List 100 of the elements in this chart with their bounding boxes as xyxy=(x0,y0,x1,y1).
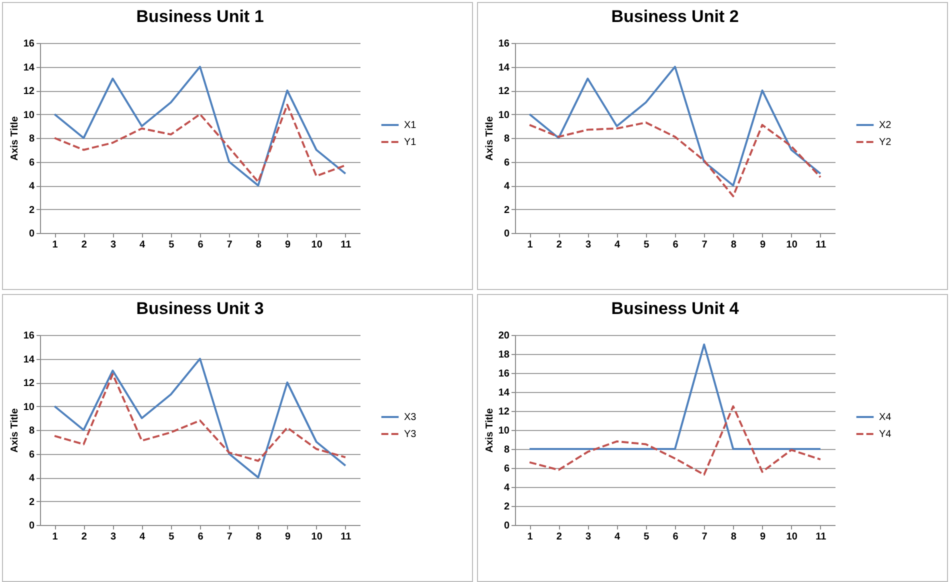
x-tick-label: 4 xyxy=(140,532,146,542)
x-tick-label: 10 xyxy=(786,240,798,250)
x-tick-label: 8 xyxy=(256,240,262,250)
y-tick-label: 10 xyxy=(498,110,510,121)
x-tick-label: 9 xyxy=(284,532,291,542)
x-tick-label: 8 xyxy=(730,240,737,250)
x-tick-label: 7 xyxy=(226,532,233,542)
x-tick-label: 8 xyxy=(730,532,737,542)
x-tick-label: 5 xyxy=(168,240,175,250)
x-tick-label: 1 xyxy=(527,240,534,250)
legend-label: X2 xyxy=(879,120,892,131)
x-tick-label: 7 xyxy=(702,532,708,542)
legend-label: Y2 xyxy=(879,137,892,148)
y-tick-label: 2 xyxy=(28,496,35,508)
x-tick-label: 1 xyxy=(527,532,534,542)
y-tick-label: 10 xyxy=(498,426,510,436)
x-tick-label: 2 xyxy=(556,532,562,542)
legend-label: Y3 xyxy=(404,429,417,440)
legend-label: X4 xyxy=(879,412,892,423)
line-series xyxy=(54,358,346,478)
x-tick-label: 2 xyxy=(81,532,88,542)
x-tick-label: 3 xyxy=(110,240,116,250)
y-tick-label: 6 xyxy=(504,464,510,474)
x-tick-label: 11 xyxy=(340,240,352,250)
line-series xyxy=(528,405,822,476)
line-series xyxy=(54,373,346,462)
y-tick-label: 8 xyxy=(504,444,510,456)
y-tick-label: 6 xyxy=(28,157,35,168)
y-tick-label: 12 xyxy=(498,86,510,97)
y-tick-label: 14 xyxy=(498,62,510,74)
x-tick-label: 11 xyxy=(340,532,352,542)
legend-label: X3 xyxy=(404,412,417,423)
y-tick-label: 16 xyxy=(498,38,510,50)
x-tick-label: 3 xyxy=(585,532,592,542)
y-tick-label: 8 xyxy=(28,426,35,436)
y-tick-label: 8 xyxy=(28,134,35,144)
y-tick-label: 18 xyxy=(498,350,510,360)
y-tick-label: 4 xyxy=(504,482,510,494)
y-tick-label: 12 xyxy=(498,406,510,418)
y-tick-label: 10 xyxy=(23,402,35,413)
line-series xyxy=(54,104,346,183)
y-tick-label: 14 xyxy=(23,62,35,74)
x-tick-label: 4 xyxy=(614,532,621,542)
x-tick-label: 8 xyxy=(256,532,262,542)
y-tick-label: 0 xyxy=(28,228,35,240)
x-tick-label: 9 xyxy=(284,240,291,250)
y-tick-label: 0 xyxy=(28,520,35,532)
x-tick-label: 3 xyxy=(110,532,116,542)
line-series xyxy=(528,122,822,198)
x-tick-label: 9 xyxy=(760,532,766,542)
x-tick-label: 7 xyxy=(702,240,708,250)
chart-title: Business Unit 2 xyxy=(611,7,739,26)
y-tick-label: 8 xyxy=(504,134,510,144)
x-tick-label: 6 xyxy=(198,240,204,250)
chart-title: Business Unit 3 xyxy=(136,299,264,318)
x-tick-label: 2 xyxy=(556,240,562,250)
x-tick-label: 4 xyxy=(140,240,146,250)
chart-title: Business Unit 1 xyxy=(136,7,264,26)
x-tick-label: 5 xyxy=(644,532,650,542)
line-series xyxy=(528,66,822,186)
line-series xyxy=(54,66,346,186)
x-tick-label: 1 xyxy=(52,532,58,542)
y-tick-label: 4 xyxy=(28,473,35,484)
x-tick-label: 3 xyxy=(585,240,592,250)
legend-label: X1 xyxy=(404,120,417,131)
y-tick-label: 12 xyxy=(23,86,35,97)
y-tick-label: 6 xyxy=(504,157,510,168)
x-tick-label: 5 xyxy=(644,240,650,250)
y-tick-label: 10 xyxy=(23,110,35,121)
x-tick-label: 10 xyxy=(786,532,798,542)
x-tick-label: 6 xyxy=(672,240,679,250)
x-tick-label: 10 xyxy=(311,532,323,542)
y-tick-label: 4 xyxy=(28,181,35,192)
x-tick-label: 7 xyxy=(226,240,233,250)
x-tick-label: 1 xyxy=(52,240,58,250)
x-tick-label: 11 xyxy=(816,532,827,542)
y-axis-title: Axis Title xyxy=(9,408,20,453)
chart-title: Business Unit 4 xyxy=(611,299,740,318)
x-tick-label: 10 xyxy=(311,240,323,250)
x-tick-label: 6 xyxy=(198,532,204,542)
y-tick-label: 4 xyxy=(504,181,510,192)
x-tick-label: 4 xyxy=(614,240,621,250)
y-tick-label: 20 xyxy=(498,330,510,342)
x-tick-label: 5 xyxy=(168,532,175,542)
y-tick-label: 6 xyxy=(28,449,35,460)
y-tick-label: 2 xyxy=(504,204,510,216)
x-tick-label: 11 xyxy=(816,240,827,250)
y-axis-title: Axis Title xyxy=(484,116,496,161)
x-tick-label: 9 xyxy=(760,240,766,250)
y-tick-label: 14 xyxy=(23,354,35,366)
y-tick-label: 2 xyxy=(28,204,35,216)
y-axis-title: Axis Title xyxy=(9,116,20,161)
legend-label: Y4 xyxy=(879,429,892,440)
y-tick-label: 0 xyxy=(504,228,510,240)
y-tick-label: 16 xyxy=(23,330,35,342)
y-tick-label: 16 xyxy=(23,38,35,50)
y-tick-label: 0 xyxy=(504,520,510,532)
y-tick-label: 14 xyxy=(498,388,510,398)
y-axis-title: Axis Title xyxy=(484,408,496,453)
y-tick-label: 16 xyxy=(498,368,510,380)
